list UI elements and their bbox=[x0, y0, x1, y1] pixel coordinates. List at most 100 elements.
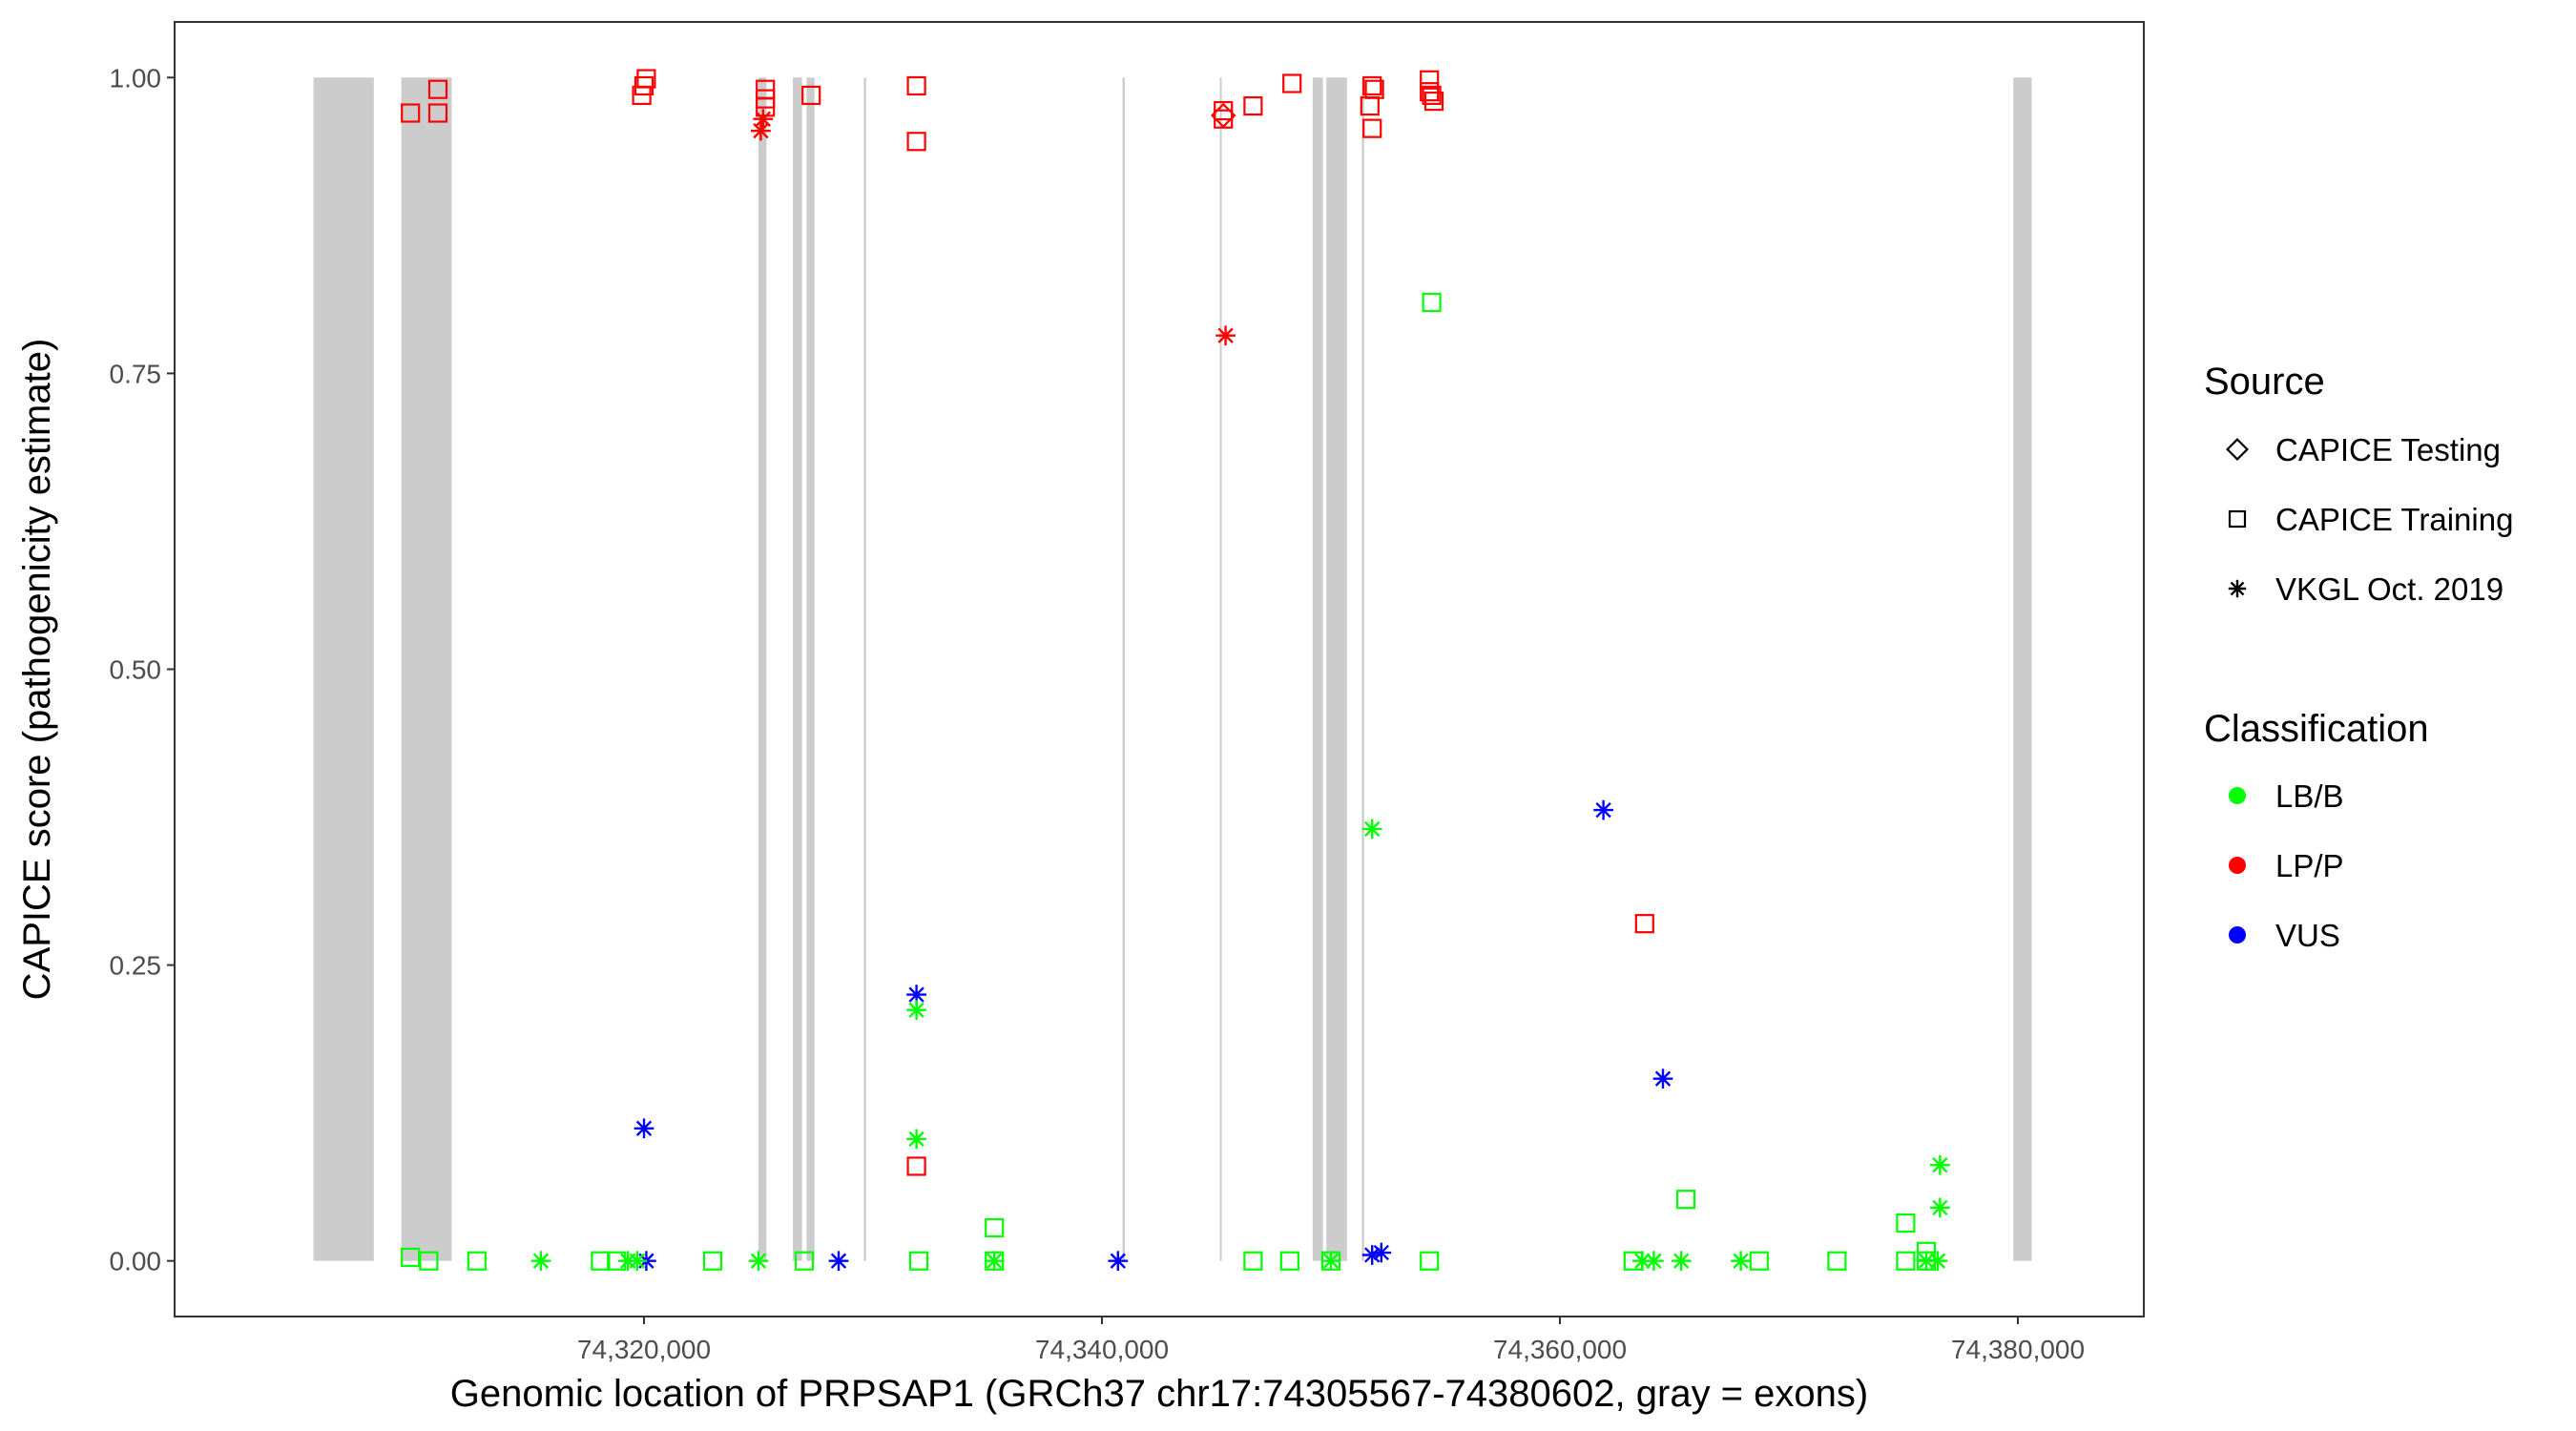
data-point bbox=[1896, 1213, 1916, 1234]
legend-classification-label: LB/B bbox=[2275, 778, 2344, 814]
data-point bbox=[1644, 1251, 1664, 1272]
data-point bbox=[1671, 1251, 1692, 1272]
exon-band bbox=[1312, 77, 1323, 1261]
legend: Source CAPICE Testing CAPICE Training VKGL… bbox=[2204, 361, 2513, 953]
exon-band bbox=[793, 77, 802, 1261]
legend-classification-label: VUS bbox=[2275, 918, 2340, 953]
data-point bbox=[1930, 1154, 1950, 1175]
data-point bbox=[801, 85, 821, 106]
data-point bbox=[1108, 1251, 1129, 1272]
data-point bbox=[636, 69, 656, 89]
data-point bbox=[1210, 102, 1236, 129]
x-tick-label: 74,360,000 bbox=[1493, 1335, 1627, 1364]
data-point bbox=[427, 103, 448, 123]
data-point bbox=[1652, 1068, 1673, 1089]
data-point bbox=[1593, 799, 1613, 820]
y-tick-label: 0.00 bbox=[110, 1247, 162, 1276]
data-point bbox=[908, 1251, 929, 1271]
exon-band bbox=[758, 77, 767, 1261]
exon-band bbox=[863, 77, 866, 1261]
data-point bbox=[1927, 1251, 1948, 1272]
legend-key-asterisk bbox=[2228, 579, 2247, 598]
legend-source-label: CAPICE Testing bbox=[2275, 432, 2501, 467]
data-point bbox=[427, 79, 448, 99]
legend-source-title: Source bbox=[2204, 361, 2325, 403]
data-point bbox=[1243, 1251, 1263, 1271]
data-point bbox=[1360, 95, 1380, 116]
legend-classification-items: LB/B LP/P VUS bbox=[2229, 778, 2344, 953]
data-point bbox=[1930, 1197, 1950, 1218]
data-point bbox=[401, 1247, 421, 1268]
x-tick-label: 74,320,000 bbox=[577, 1335, 711, 1364]
data-point bbox=[1422, 85, 1442, 106]
data-point bbox=[1371, 1242, 1392, 1263]
data-point bbox=[984, 1251, 1005, 1272]
data-point bbox=[1243, 95, 1263, 116]
legend-key-dot bbox=[2229, 857, 2246, 874]
legend-source-label: CAPICE Training bbox=[2275, 502, 2513, 537]
data-point bbox=[634, 75, 654, 96]
data-point bbox=[1423, 92, 1444, 112]
legend-key-square bbox=[2228, 509, 2247, 529]
data-point bbox=[1361, 819, 1382, 840]
exon-band bbox=[401, 77, 452, 1261]
data-point bbox=[1420, 70, 1440, 90]
point-layer bbox=[401, 69, 1950, 1272]
data-point bbox=[530, 1251, 551, 1272]
data-point bbox=[1632, 1251, 1652, 1272]
legend-key-dot bbox=[2229, 926, 2246, 944]
y-tick-label: 0.50 bbox=[110, 655, 162, 685]
data-point bbox=[702, 1251, 723, 1271]
data-point bbox=[1749, 1251, 1769, 1271]
exon-band bbox=[2013, 77, 2032, 1261]
data-point bbox=[1675, 1190, 1696, 1210]
data-point bbox=[1896, 1251, 1916, 1271]
legend-key-diamond bbox=[2226, 438, 2249, 461]
exon-band bbox=[1122, 77, 1125, 1261]
data-point bbox=[906, 1129, 926, 1150]
data-point bbox=[634, 1118, 654, 1139]
data-point bbox=[906, 1000, 926, 1021]
data-point bbox=[1320, 1251, 1341, 1272]
data-point bbox=[419, 1251, 439, 1271]
exon-band bbox=[1219, 77, 1222, 1261]
data-point bbox=[591, 1251, 611, 1271]
data-point bbox=[748, 1251, 769, 1272]
data-point bbox=[401, 103, 421, 123]
x-tick-label: 74,380,000 bbox=[1951, 1335, 2085, 1364]
x-tick-label: 74,340,000 bbox=[1035, 1335, 1169, 1364]
y-tick-label: 0.75 bbox=[110, 359, 162, 388]
data-point bbox=[753, 109, 774, 130]
legend-source-label: VKGL Oct. 2019 bbox=[2275, 571, 2503, 607]
data-point bbox=[1827, 1251, 1847, 1271]
data-point bbox=[906, 75, 926, 96]
exon-band bbox=[1361, 77, 1364, 1261]
exon-band bbox=[313, 77, 374, 1261]
data-point bbox=[1279, 1251, 1299, 1271]
data-point bbox=[794, 1251, 815, 1271]
data-point bbox=[1420, 1251, 1440, 1271]
exon-band bbox=[806, 77, 815, 1261]
y-axis-title: CAPICE score (pathogenicity estimate) bbox=[16, 339, 58, 1001]
data-point bbox=[467, 1251, 487, 1271]
y-tick-label: 1.00 bbox=[110, 63, 162, 93]
legend-source-items: CAPICE Testing CAPICE Training VKGL Oct. 2… bbox=[2226, 432, 2513, 607]
exon-band bbox=[1326, 77, 1347, 1261]
y-tick-label: 0.25 bbox=[110, 951, 162, 981]
data-point bbox=[1634, 914, 1654, 934]
data-point bbox=[627, 1251, 648, 1272]
data-point bbox=[751, 120, 771, 141]
data-point bbox=[1362, 75, 1382, 96]
data-point bbox=[906, 132, 926, 152]
data-point bbox=[1282, 73, 1302, 93]
data-point bbox=[828, 1251, 849, 1272]
exon-layer bbox=[313, 77, 2032, 1261]
data-point bbox=[1422, 292, 1442, 313]
data-point bbox=[906, 1156, 926, 1176]
data-point bbox=[1731, 1251, 1751, 1272]
plot-panel-border bbox=[174, 21, 2145, 1317]
data-point bbox=[985, 1217, 1005, 1238]
data-point bbox=[1362, 118, 1382, 138]
axis-layer: 0.00 0.25 0.50 0.75 1.00 74,320,000 74,340,000… bbox=[110, 63, 2086, 1364]
